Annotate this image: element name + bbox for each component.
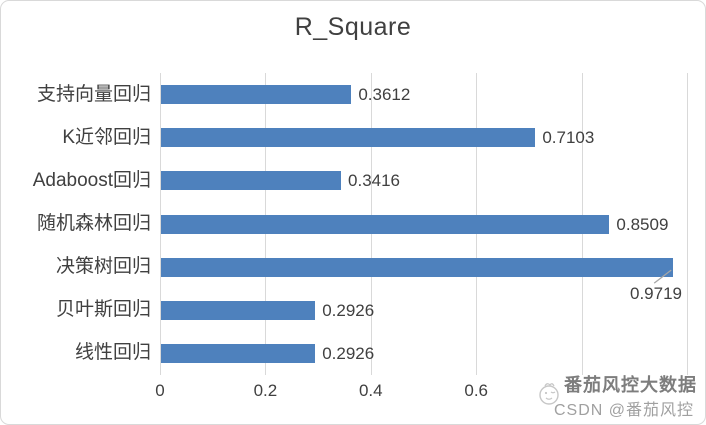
x-tick-label: 0.6 — [464, 381, 489, 400]
category-label: Adaboost回归 — [32, 169, 151, 191]
chart-title: R_Square — [294, 13, 412, 41]
bar-value-label: 0.2926 — [322, 300, 375, 320]
tomato-doodle-icon — [539, 383, 559, 405]
category-label: 线性回归 — [74, 342, 151, 364]
plot-area: 0.3612 0.7103 0.3416 0.8509 0.9719 0.2926 0.29… — [160, 73, 688, 375]
x-tick-label: 0.2 — [253, 381, 278, 400]
bar-value-label: 0.3612 — [358, 85, 411, 105]
x-tick-label: 0.4 — [358, 381, 383, 400]
bar — [161, 128, 536, 148]
bar-value-label: 0.7103 — [542, 128, 595, 148]
watermark: 番茄风控大数据 CSDN @番茄风控 — [536, 376, 697, 419]
bar-value-label: 0.9719 — [630, 284, 682, 304]
bar-value-label: 0.8509 — [616, 214, 669, 234]
y-axis-line — [160, 73, 161, 375]
x-axis: 0 0.2 0.4 0.6 — [155, 381, 687, 405]
watermark-text: 番茄风控大数据 — [564, 375, 697, 395]
x-tick-label: 0 — [155, 381, 165, 400]
gridline — [687, 73, 688, 375]
bar — [161, 171, 342, 191]
bar — [161, 214, 610, 234]
bar — [161, 85, 352, 105]
bar-value-label: 0.2926 — [322, 343, 375, 363]
category-label: 随机森林回归 — [36, 213, 151, 234]
category-label: K近邻回归 — [62, 126, 151, 148]
bar — [161, 343, 316, 363]
watermark-subtext: CSDN @番茄风控 — [553, 402, 694, 419]
category-axis: 支持向量回归 K近邻回归 Adaboost回归 随机森林回归决策树回归贝叶斯回归线性回… — [1, 73, 151, 375]
bar — [161, 300, 316, 320]
bar — [161, 257, 674, 277]
category-label: 支持向量回归 — [36, 83, 151, 105]
category-label: 决策树回归 — [55, 256, 151, 278]
category-label: 贝叶斯回归 — [55, 299, 151, 321]
bar-value-label: 0.3416 — [348, 171, 401, 191]
